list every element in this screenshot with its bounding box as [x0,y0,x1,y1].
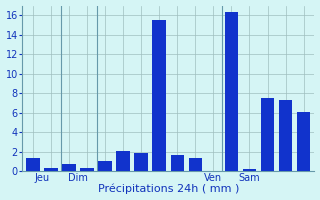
Bar [153,20,166,171]
Bar [26,158,40,171]
Bar [171,155,184,171]
Bar [62,164,76,171]
Bar [134,153,148,171]
Bar [243,169,256,171]
X-axis label: Précipitations 24h ( mm ): Précipitations 24h ( mm ) [98,184,239,194]
Bar [297,112,310,171]
Bar [188,158,202,171]
Bar [225,12,238,171]
Bar [80,168,94,171]
Bar [261,98,274,171]
Bar [279,100,292,171]
Bar [44,168,58,171]
Bar [98,161,112,171]
Bar [116,151,130,171]
